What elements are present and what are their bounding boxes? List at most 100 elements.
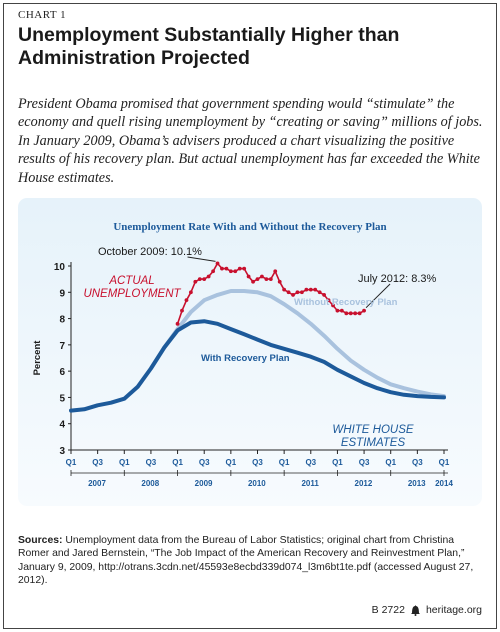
actual-data-point [260,274,264,279]
actual-data-point [251,279,255,284]
actual-data-point [326,298,331,303]
sources-label: Sources: [18,535,63,546]
y-tick-label: 6 [59,367,65,378]
actual-data-point [215,261,220,266]
footer: B 2722 heritage.org [372,604,482,616]
actual-data-point [228,269,233,274]
x-tick-label: Q1 [332,458,343,467]
series-line-with-plan [69,319,446,413]
actual-label-line1: ACTUAL [108,275,154,287]
actual-data-point [268,277,273,282]
x-tick-label: Q3 [305,458,316,467]
actual-data-point [348,311,353,316]
actual-data-point [211,269,216,274]
actual-data-point [237,266,242,271]
actual-data-point [317,290,322,295]
actual-data-point [339,308,344,313]
year-label: 2013 [408,479,426,488]
actual-data-point [233,269,238,274]
actual-data-point [220,266,224,271]
y-tick-label: 5 [59,393,65,404]
year-label: 2008 [141,479,159,488]
x-tick-label: Q1 [439,458,450,467]
actual-data-point [246,274,251,279]
actual-data-point [255,277,260,282]
with-plan-label: With Recovery Plan [201,353,290,364]
report-code: B 2722 [371,604,405,616]
liberty-bell-icon [410,604,420,616]
series-line-actual [176,262,365,325]
latest-annotation: July 2012: 8.3% [358,273,436,285]
actual-data-point [180,308,184,313]
actual-data-point [344,311,349,316]
x-tick-label: Q1 [66,458,77,467]
actual-data-point [202,277,207,282]
x-tick-label: Q3 [92,458,103,467]
x-tick-label: Q3 [359,458,370,467]
y-tick-label: 8 [59,315,65,326]
actual-data-point [206,274,211,279]
actual-data-point [277,279,282,284]
x-tick-label: Q3 [146,458,157,467]
y-tick-label: 7 [59,341,65,352]
page-title: Unemployment Substantially Higher than A… [18,24,400,69]
x-tick-label: Q3 [252,458,263,467]
year-label: 2007 [88,479,106,488]
actual-data-point [286,290,291,295]
actual-data-point [224,266,229,271]
y-tick-label: 3 [59,446,65,457]
without-plan-label: Without Recovery Plan [294,297,398,308]
actual-label-line2: UNEMPLOYMENT [83,288,181,300]
latest-callout-line [365,283,391,309]
actual-data-point [313,287,318,292]
year-label: 2012 [355,479,373,488]
actual-data-point [353,311,358,316]
peak-callout-line [187,256,216,262]
sources-text: Unemployment data from the Bureau of Lab… [18,535,474,586]
y-tick-label: 9 [59,288,65,299]
year-label: 2011 [301,479,319,488]
actual-data-point [357,311,362,316]
x-tick-label: Q1 [172,458,183,467]
actual-data-point [264,277,269,282]
white-house-label-line2: ESTIMATES [341,437,406,449]
actual-data-point [322,293,327,297]
chart-title: Unemployment Rate With and Without the R… [113,221,386,233]
actual-data-point [193,279,198,284]
year-label: 2010 [248,479,266,488]
chart-label: CHART 1 [18,9,67,21]
actual-data-point [308,287,313,292]
sources-note: Sources: Unemployment data from the Bure… [18,534,484,587]
series-line-without-plan [162,289,446,399]
actual-data-point [335,308,340,313]
x-tick-label: Q1 [385,458,396,467]
actual-data-point [282,287,287,292]
x-tick-label: Q3 [412,458,423,467]
x-tick-label: Q3 [199,458,210,467]
chart-frame [3,3,497,629]
actual-data-point [242,266,247,271]
site-name: heritage.org [425,604,482,616]
actual-data-point [331,303,335,308]
x-tick-label: Q1 [119,458,130,467]
x-tick-label: Q1 [279,458,290,467]
y-tick-label: 4 [59,420,65,431]
actual-data-point [188,290,193,295]
white-house-label-line1: WHITE HOUSE [332,424,413,436]
actual-data-point [291,293,295,297]
year-label: 2014 [435,479,453,488]
y-tick-label: 10 [54,262,66,273]
actual-data-point [295,290,300,295]
actual-data-point [273,269,278,274]
year-label: 2009 [195,479,213,488]
x-tick-label: Q1 [226,458,237,467]
actual-data-point [362,308,366,313]
actual-data-point [184,298,189,303]
y-axis-label: Percent [32,340,43,376]
intro-paragraph: President Obama promised that government… [18,96,483,186]
peak-annotation: October 2009: 10.1% [98,246,202,258]
actual-data-point [304,287,309,292]
actual-data-point [175,321,180,326]
chart-panel: Unemployment Rate With and Without the R… [18,198,482,506]
line-chart: Unemployment Rate With and Without the R… [32,221,453,488]
